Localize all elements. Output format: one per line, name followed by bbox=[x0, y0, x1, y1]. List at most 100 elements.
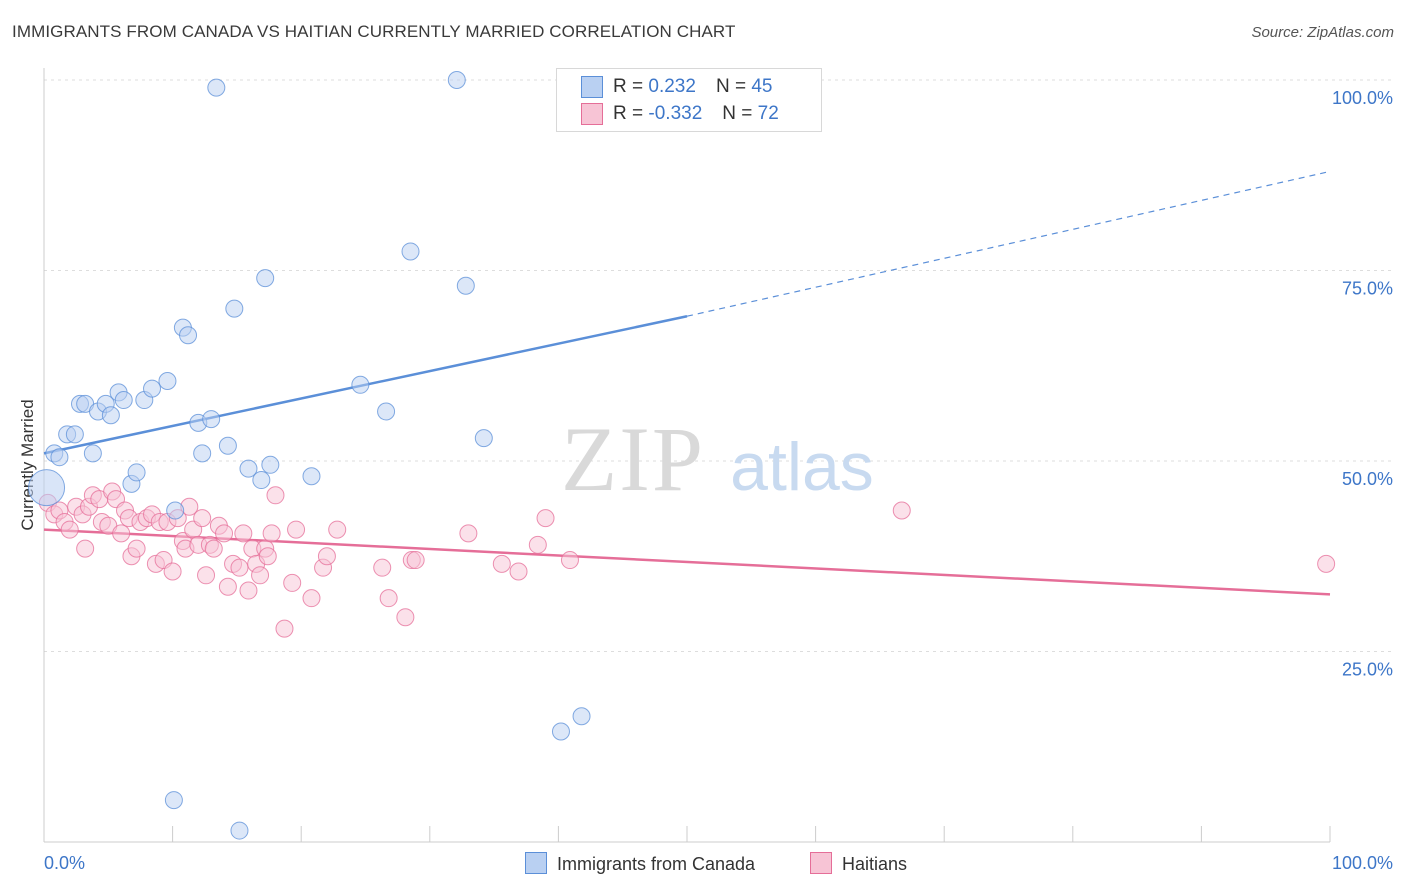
haitian-point bbox=[251, 566, 270, 585]
canada-point bbox=[401, 242, 420, 261]
canada-point bbox=[218, 436, 237, 455]
bottom-legend-label: Haitians bbox=[842, 854, 908, 874]
haitian-point bbox=[373, 558, 392, 577]
watermark-zip: ZIP bbox=[561, 408, 705, 510]
haitian-point bbox=[536, 509, 555, 528]
legend-n-label: N = bbox=[715, 76, 747, 98]
legend-swatch-pink bbox=[581, 103, 603, 125]
haitian-point bbox=[459, 524, 478, 543]
haitian-point bbox=[509, 562, 528, 581]
canada-point bbox=[252, 471, 271, 490]
haitian-point bbox=[1317, 554, 1336, 573]
canada-point bbox=[28, 469, 66, 507]
canada-point bbox=[447, 71, 466, 89]
legend-r-label: R = bbox=[613, 76, 644, 98]
haitian-point bbox=[193, 509, 212, 528]
x-tick-label: 100.0% bbox=[1332, 853, 1393, 873]
canada-point bbox=[158, 371, 177, 390]
haitian-point bbox=[60, 520, 79, 539]
canada-point bbox=[456, 276, 475, 295]
haitian-point bbox=[197, 566, 216, 585]
haitian-point bbox=[275, 619, 294, 638]
canada-point bbox=[207, 78, 226, 97]
chart-title: IMMIGRANTS FROM CANADA VS HAITIAN CURREN… bbox=[12, 22, 736, 41]
canada-point bbox=[256, 269, 275, 288]
y-tick-label: 25.0% bbox=[1342, 660, 1393, 680]
canada-point bbox=[239, 459, 258, 478]
x-tick-label: 0.0% bbox=[44, 853, 85, 873]
bottom-legend-swatch-pink bbox=[810, 852, 832, 874]
data-points bbox=[28, 71, 1336, 840]
canada-point bbox=[143, 379, 162, 398]
canada-point bbox=[114, 391, 133, 410]
haitian-point bbox=[163, 562, 182, 581]
haitian-point bbox=[266, 486, 285, 505]
y-tick-labels: 100.0% 75.0% 50.0% 25.0% bbox=[1332, 88, 1393, 680]
legend-n-label: N = bbox=[722, 103, 753, 125]
legend-row-haitians: R = -0.332 N = 72 bbox=[581, 103, 779, 127]
watermark-atlas: atlas bbox=[730, 429, 874, 505]
canada-point bbox=[65, 425, 84, 444]
haitian-point bbox=[317, 547, 336, 566]
haitian-point bbox=[230, 558, 249, 577]
haitian-point bbox=[76, 539, 95, 558]
canada-point bbox=[193, 444, 212, 463]
y-tick-label: 50.0% bbox=[1342, 469, 1393, 489]
canada-point bbox=[230, 821, 249, 840]
haitian-trend-line bbox=[43, 528, 1331, 596]
canada-point bbox=[474, 429, 493, 448]
correlation-legend: R = 0.232 N = 45 R = -0.332 N = 72 bbox=[556, 68, 822, 132]
canada-point bbox=[202, 410, 221, 429]
haitian-point bbox=[283, 573, 302, 592]
haitian-point bbox=[127, 539, 146, 558]
haitian-point bbox=[302, 589, 321, 608]
haitian-point bbox=[112, 524, 131, 543]
legend-swatch-blue bbox=[581, 76, 603, 98]
haitian-point bbox=[328, 520, 347, 539]
source-label: Source: ZipAtlas.com bbox=[1251, 24, 1394, 41]
bottom-legend-label: Immigrants from Canada bbox=[557, 854, 756, 874]
canada-point bbox=[164, 791, 183, 810]
haitian-point bbox=[528, 535, 547, 554]
canada-point bbox=[179, 326, 198, 345]
canada-point bbox=[302, 467, 321, 486]
legend-n-value: 72 bbox=[757, 103, 779, 125]
axes bbox=[43, 68, 1331, 843]
haitian-point bbox=[396, 608, 415, 627]
canada-point bbox=[377, 402, 396, 421]
legend-n-value: 45 bbox=[751, 76, 773, 98]
haitian-point bbox=[892, 501, 911, 520]
haitian-point bbox=[239, 581, 258, 600]
canada-point bbox=[351, 375, 370, 394]
canada-point bbox=[572, 707, 591, 726]
canada-point bbox=[83, 444, 102, 463]
canada-point bbox=[225, 299, 244, 318]
bottom-legend-canada: Immigrants from Canada bbox=[525, 852, 755, 875]
canada-point bbox=[261, 455, 280, 474]
haitian-point bbox=[215, 524, 234, 543]
haitian-point bbox=[287, 520, 306, 539]
haitian-point bbox=[379, 589, 398, 608]
watermark: ZIP atlas bbox=[561, 408, 874, 510]
haitian-point bbox=[406, 551, 425, 570]
haitian-point bbox=[492, 554, 511, 573]
legend-row-canada: R = 0.232 N = 45 bbox=[581, 76, 772, 100]
canada-point bbox=[101, 406, 120, 425]
canada-point bbox=[127, 463, 146, 482]
canada-point bbox=[50, 448, 69, 467]
canada-point bbox=[551, 722, 570, 741]
haitian-point bbox=[560, 551, 579, 570]
haitian-point bbox=[234, 524, 253, 543]
canada-trend-extension bbox=[686, 170, 1331, 317]
haitian-point bbox=[258, 547, 277, 566]
haitian-point bbox=[262, 524, 281, 543]
x-tick-labels: 0.0% 100.0% bbox=[44, 853, 1393, 873]
legend-r-value: -0.332 bbox=[648, 103, 703, 125]
y-tick-label: 75.0% bbox=[1342, 279, 1393, 299]
y-tick-label: 100.0% bbox=[1332, 88, 1393, 108]
haitian-point bbox=[204, 539, 223, 558]
bottom-legend-swatch-blue bbox=[525, 852, 547, 874]
canada-point bbox=[166, 501, 185, 520]
haitian-point bbox=[218, 577, 237, 596]
